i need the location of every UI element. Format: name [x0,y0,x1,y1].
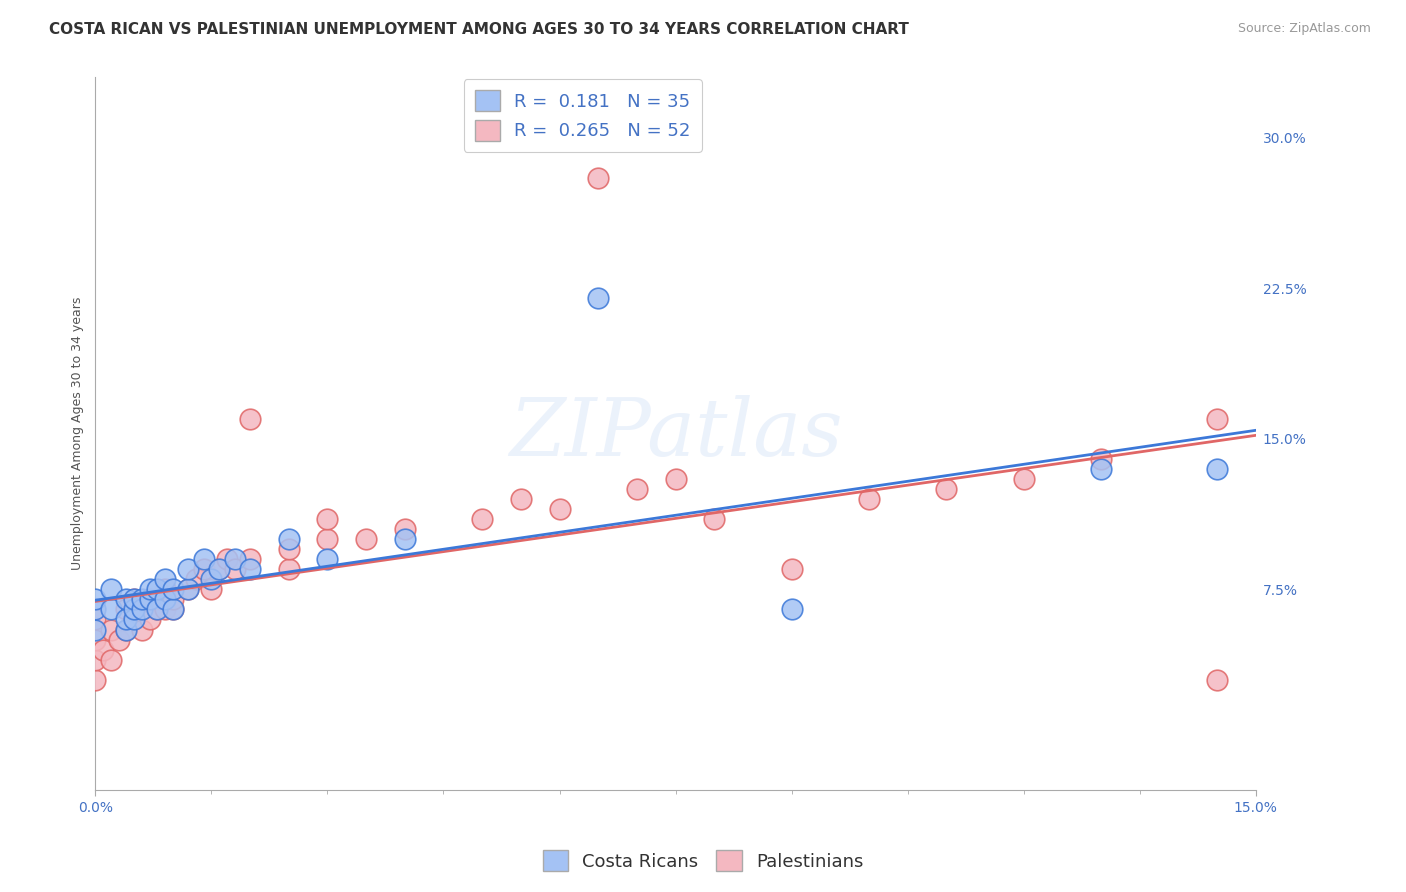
Point [215,552,238,566]
Point [122,592,145,607]
Point [131,602,153,616]
Point [146,602,169,616]
Point [84,613,107,627]
Point [146,592,169,607]
Point [200,582,222,597]
Point [153,572,176,586]
Point [138,582,160,597]
Point [146,582,169,597]
Point [100,653,122,667]
Point [115,602,138,616]
Point [665,472,688,486]
Point [239,411,262,425]
Point [131,623,153,637]
Point [115,623,138,637]
Point [115,613,138,627]
Point [122,592,145,607]
Point [100,623,122,637]
Point [277,562,299,576]
Y-axis label: Unemployment Among Ages 30 to 34 years: Unemployment Among Ages 30 to 34 years [72,297,84,571]
Point [122,613,145,627]
Point [277,532,299,546]
Point [122,613,145,627]
Point [193,552,215,566]
Point [208,562,231,576]
Point [509,491,531,506]
Point [316,552,339,566]
Point [131,592,153,607]
Legend: Costa Ricans, Palestinians: Costa Ricans, Palestinians [536,843,870,879]
Point [935,482,957,496]
Point [138,592,160,607]
Point [162,602,184,616]
Point [122,602,145,616]
Point [1012,472,1035,486]
Point [471,512,494,526]
Point [1206,673,1229,687]
Point [162,602,184,616]
Point [84,623,107,637]
Point [394,532,416,546]
Point [153,592,176,607]
Point [354,532,377,546]
Point [224,562,246,576]
Point [208,562,231,576]
Point [316,512,339,526]
Point [100,602,122,616]
Point [100,582,122,597]
Point [586,170,609,185]
Point [153,582,176,597]
Point [146,602,169,616]
Point [780,602,803,616]
Point [626,482,648,496]
Point [138,592,160,607]
Point [138,613,160,627]
Point [84,632,107,647]
Point [131,602,153,616]
Point [239,562,262,576]
Point [200,572,222,586]
Point [277,542,299,557]
Point [91,642,114,657]
Point [193,562,215,576]
Point [703,512,725,526]
Point [780,562,803,576]
Point [1090,462,1112,476]
Point [316,532,339,546]
Point [858,491,880,506]
Point [177,562,200,576]
Point [107,632,129,647]
Point [239,552,262,566]
Text: COSTA RICAN VS PALESTINIAN UNEMPLOYMENT AMONG AGES 30 TO 34 YEARS CORRELATION CH: COSTA RICAN VS PALESTINIAN UNEMPLOYMENT … [49,22,910,37]
Point [115,623,138,637]
Text: ZIPatlas: ZIPatlas [509,395,842,473]
Point [1206,411,1229,425]
Text: Source: ZipAtlas.com: Source: ZipAtlas.com [1237,22,1371,36]
Point [84,602,107,616]
Point [1206,462,1229,476]
Point [162,582,184,597]
Point [84,653,107,667]
Point [153,602,176,616]
Point [122,602,145,616]
Point [224,552,246,566]
Point [177,582,200,597]
Point [184,572,207,586]
Point [84,673,107,687]
Point [162,592,184,607]
Point [586,291,609,305]
Legend: R =  0.181   N = 35, R =  0.265   N = 52: R = 0.181 N = 35, R = 0.265 N = 52 [464,79,702,152]
Point [115,592,138,607]
Point [177,582,200,597]
Point [394,522,416,536]
Point [548,502,571,516]
Point [1090,451,1112,466]
Point [84,592,107,607]
